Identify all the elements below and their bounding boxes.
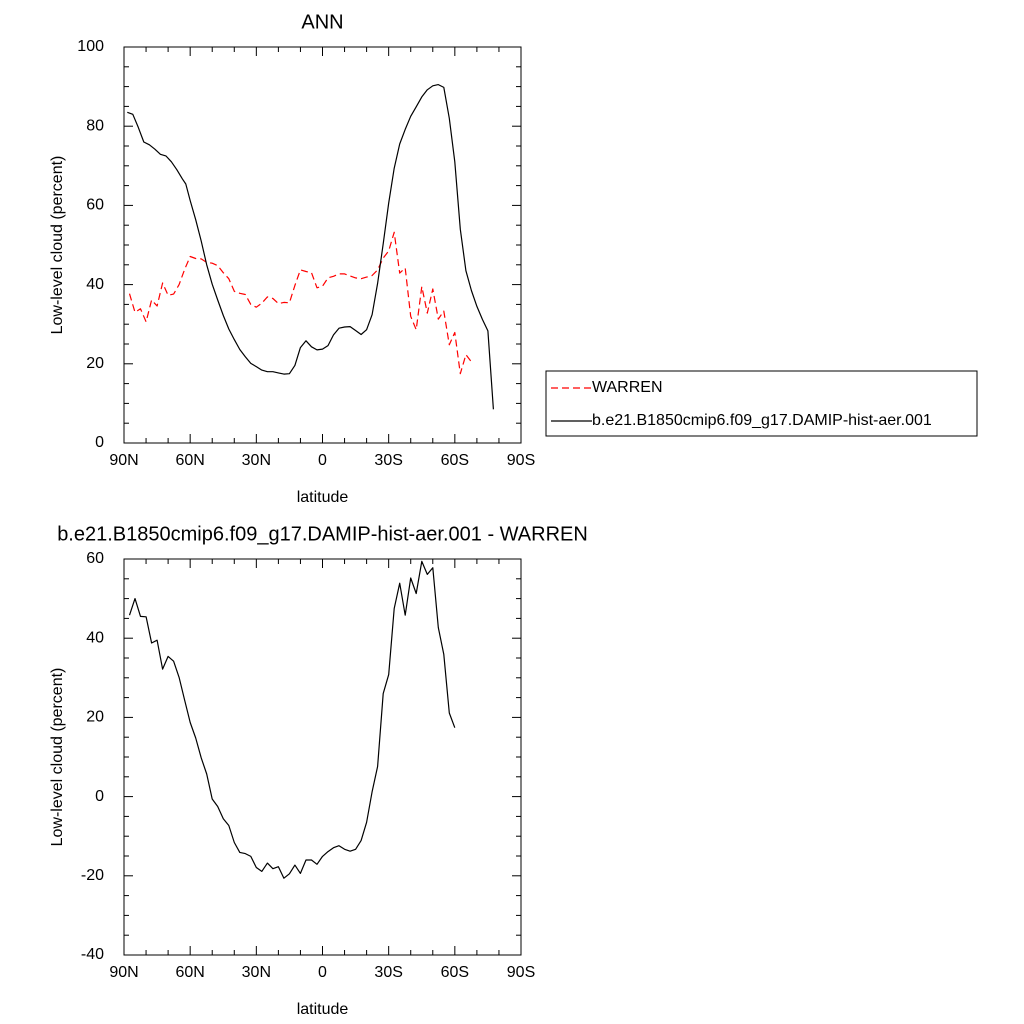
plot-panel-1: ANN 90N 60N 30N 0 30S 60S 90S 0 20 40 60 80 100 latitu… bbox=[49, 11, 978, 506]
x-tick-label: 90S bbox=[507, 452, 535, 469]
y-tick-label: -20 bbox=[81, 867, 104, 884]
series-line-2 bbox=[127, 84, 494, 410]
y-tick-label: 60 bbox=[86, 197, 104, 214]
x-tick-label: 60S bbox=[441, 964, 469, 981]
x-tick-label: 90S bbox=[507, 964, 535, 981]
x-tick-label: 60S bbox=[441, 452, 469, 469]
x-tick-label: 30S bbox=[374, 452, 402, 469]
x-axis-label: latitude bbox=[297, 1001, 349, 1018]
series-line-1 bbox=[128, 560, 456, 879]
legend-label-1: WARREN bbox=[592, 379, 663, 396]
chart-title: ANN bbox=[301, 11, 343, 33]
y-tick-label: 20 bbox=[86, 709, 104, 726]
x-tick-label: 30S bbox=[374, 964, 402, 981]
y-tick-label: 100 bbox=[77, 38, 104, 55]
legend-box bbox=[545, 370, 978, 437]
y-axis-label: Low-level cloud (percent) bbox=[49, 668, 66, 847]
x-tick-label: 0 bbox=[318, 452, 327, 469]
y-tick-label: 80 bbox=[86, 117, 104, 134]
x-axis-label: latitude bbox=[297, 489, 349, 506]
x-tick-label: 90N bbox=[109, 964, 138, 981]
y-tick-label: 40 bbox=[86, 629, 104, 646]
y-tick-label: 0 bbox=[95, 434, 104, 451]
y-axis-label: Low-level cloud (percent) bbox=[49, 156, 66, 335]
legend: WARREN b.e21.B1850cmip6.f09_g17.DAMIP-his… bbox=[545, 370, 978, 437]
y-tick-label: -40 bbox=[81, 946, 104, 963]
legend-label-2: b.e21.B1850cmip6.f09_g17.DAMIP-hist-aer.… bbox=[592, 412, 932, 429]
plot-panel-2: b.e21.B1850cmip6.f09_g17.DAMIP-hist-aer.… bbox=[49, 523, 588, 1018]
chart-title: b.e21.B1850cmip6.f09_g17.DAMIP-hist-aer.… bbox=[57, 523, 588, 545]
plot-frame bbox=[123, 46, 522, 444]
x-tick-label: 30N bbox=[242, 452, 271, 469]
y-tick-label: 60 bbox=[86, 550, 104, 567]
y-tick-label: 40 bbox=[86, 276, 104, 293]
x-tick-label: 0 bbox=[318, 964, 327, 981]
series-line-1 bbox=[128, 231, 472, 375]
y-tick-label: 0 bbox=[95, 788, 104, 805]
x-tick-label: 30N bbox=[242, 964, 271, 981]
x-tick-label: 60N bbox=[175, 452, 204, 469]
x-tick-label: 60N bbox=[175, 964, 204, 981]
plot-frame bbox=[123, 558, 522, 956]
x-tick-label: 90N bbox=[109, 452, 138, 469]
y-tick-label: 20 bbox=[86, 355, 104, 372]
